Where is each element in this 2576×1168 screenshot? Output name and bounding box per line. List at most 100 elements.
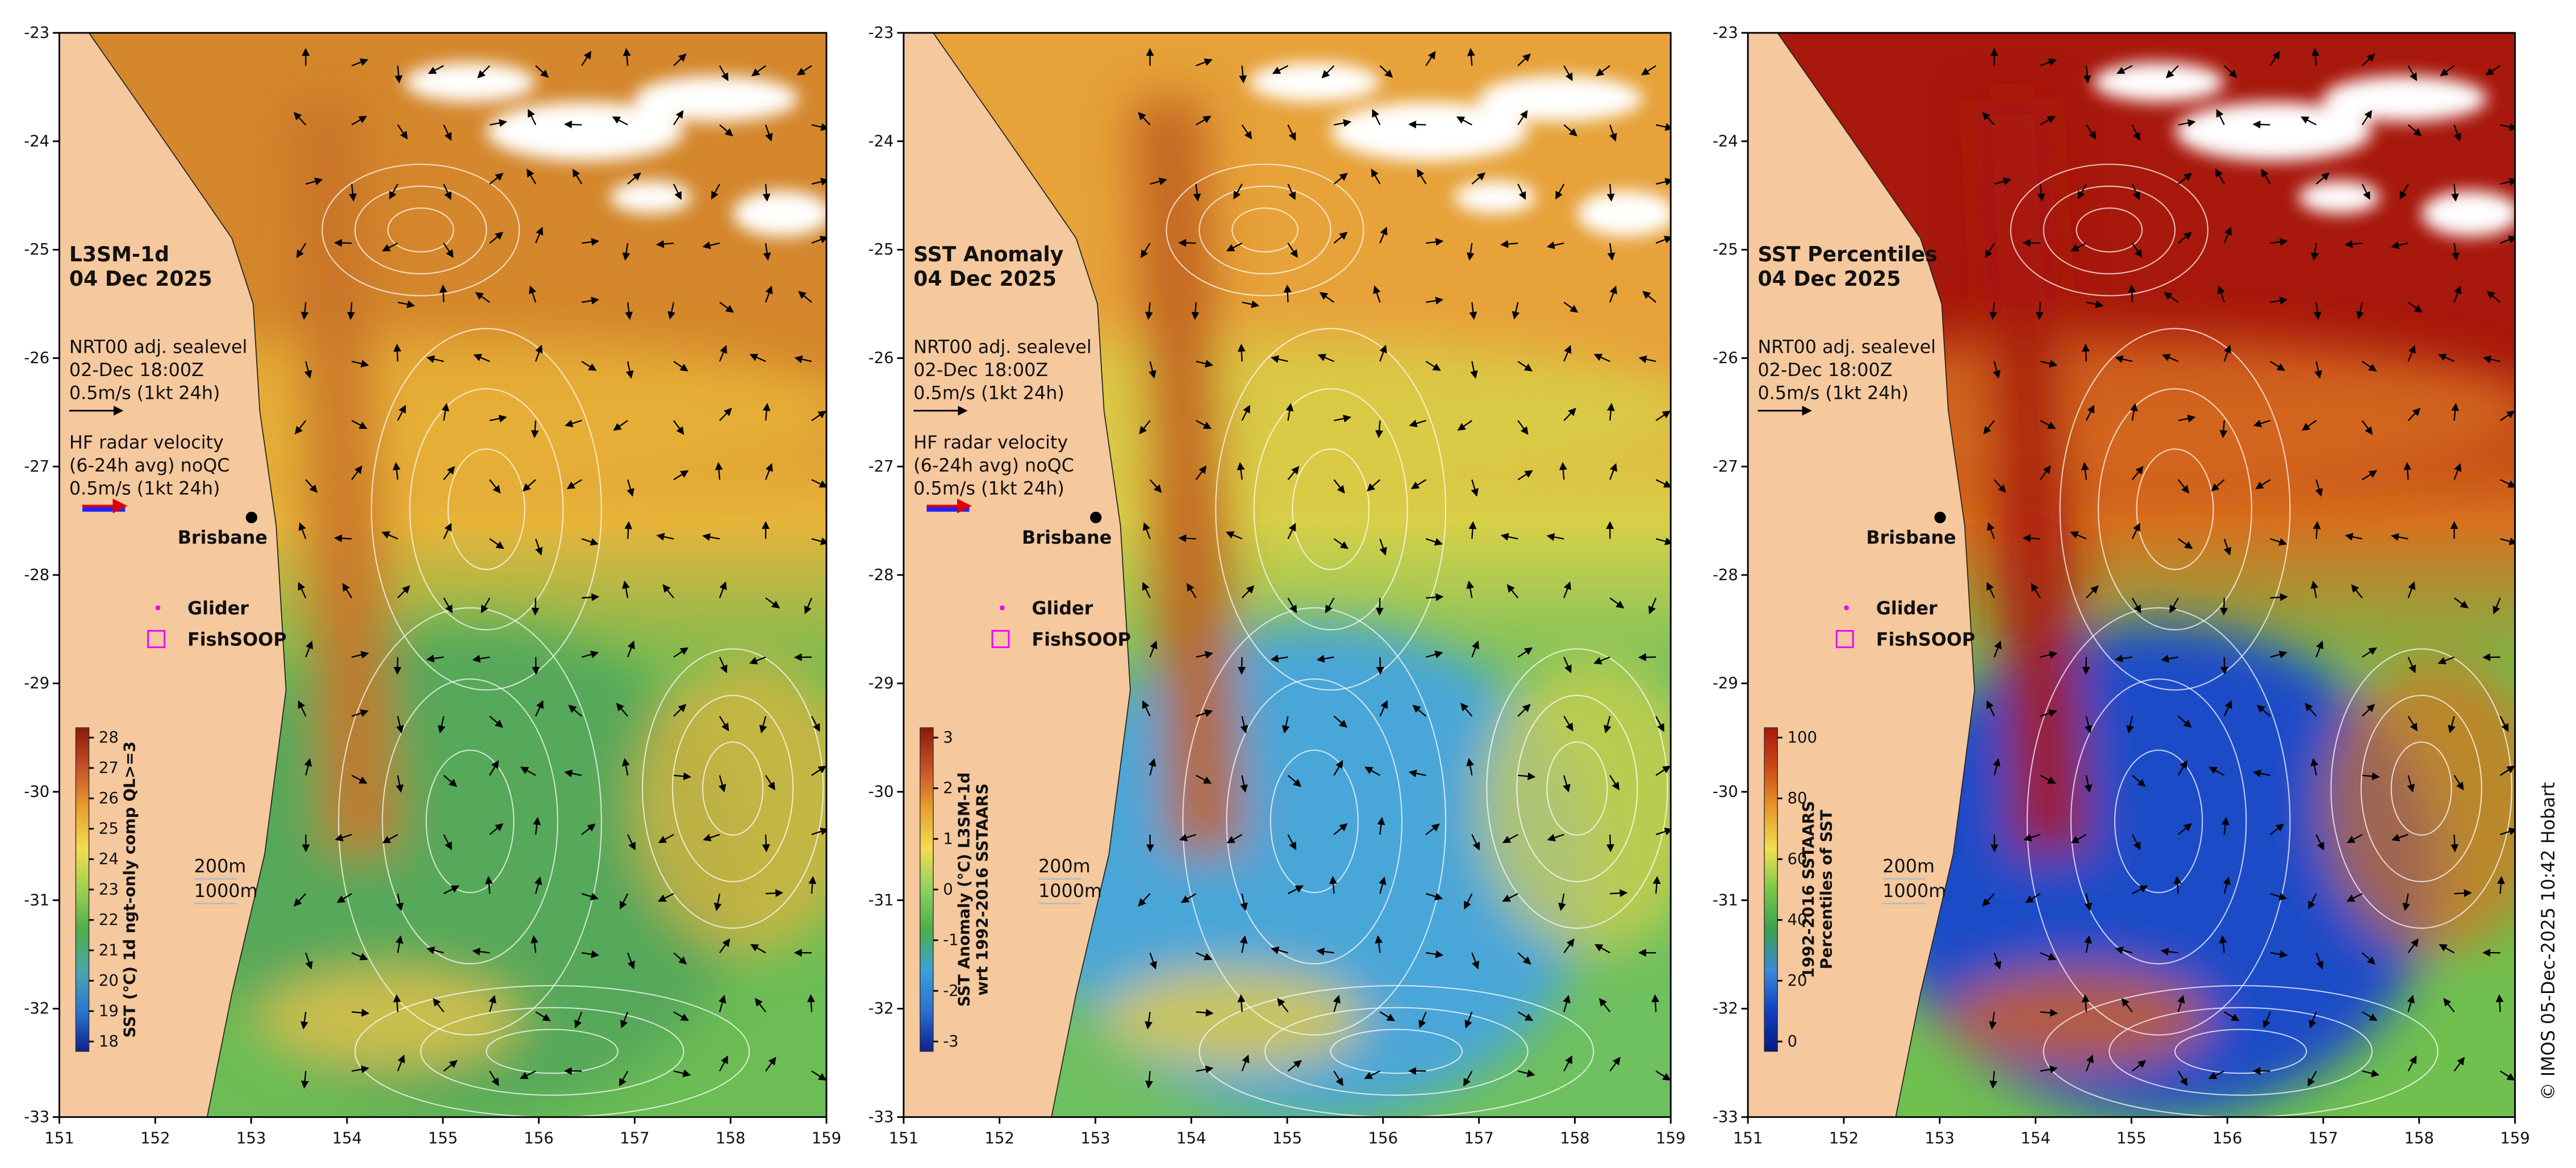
coastal-current: [1974, 97, 2088, 856]
y-tick-label: -31: [869, 891, 894, 909]
velocity-arrow: [293, 893, 307, 907]
velocity-arrow: [1287, 885, 1304, 895]
velocity-arrow: [1364, 1070, 1380, 1079]
velocity-arrow: [581, 297, 599, 305]
fishsoop-label: FishSOOP: [187, 629, 286, 650]
velocity-arrow: [2270, 593, 2288, 602]
velocity-arrow: [749, 353, 766, 362]
velocity-arrow: [2452, 243, 2460, 261]
velocity-arrow: [2084, 935, 2092, 953]
velocity-arrow: [763, 243, 771, 261]
velocity-arrow: [658, 893, 674, 902]
velocity-arrow: [719, 657, 728, 674]
velocity-arrow: [2450, 834, 2459, 853]
velocity-arrow: [1272, 65, 1289, 74]
velocity-arrow: [1418, 1011, 1427, 1029]
velocity-arrow: [581, 237, 600, 246]
velocity-arrow: [1240, 775, 1248, 793]
velocity-arrow: [1239, 65, 1247, 84]
velocity-arrow: [673, 183, 682, 200]
velocity-arrow: [1517, 110, 1528, 126]
velocity-arrow: [443, 124, 452, 141]
velocity-arrow: [1982, 893, 1995, 907]
velocity-arrow: [2178, 823, 2192, 835]
velocity-arrow: [1517, 470, 1533, 481]
ocean: [903, 32, 1671, 1117]
colorbar-tick-label: -1: [943, 932, 958, 949]
depth-legend: 1000m: [1038, 881, 1102, 902]
map-panel: 151 152 153 154 155 156 157 158 159 -23 -24 -25 -26 -…: [1713, 24, 2530, 1148]
velocity-arrow: [2344, 240, 2362, 248]
velocity-arrow: [2315, 479, 2323, 497]
velocity-arrow: [622, 243, 631, 261]
streamline: [354, 985, 750, 1117]
velocity-arrow: [581, 593, 600, 602]
velocity-arrow: [294, 420, 307, 435]
velocity-arrow: [1333, 715, 1348, 728]
velocity-arrow: [673, 772, 692, 781]
velocity-arrow: [2255, 479, 2271, 489]
velocity-arrow: [2262, 1011, 2271, 1029]
y-tick-label: -33: [1713, 1108, 1738, 1126]
streamline: [425, 749, 515, 894]
y-tick-label: -31: [1713, 891, 1738, 909]
velocity-arrow: [565, 419, 582, 428]
velocity-arrow: [719, 716, 729, 732]
velocity-arrow: [489, 415, 507, 423]
velocity-arrow: [2161, 654, 2178, 663]
velocity-arrow: [2039, 465, 2051, 481]
velocity-arrow: [811, 765, 826, 776]
colorbar-tick-label: 3: [943, 729, 953, 746]
velocity-arrow: [351, 360, 369, 368]
velocity-arrow: [1281, 716, 1290, 734]
velocity-arrow: [581, 892, 599, 900]
velocity-arrow: [2453, 1057, 2465, 1072]
eddy-east: [1478, 657, 1671, 953]
velocity-arrow: [426, 946, 444, 954]
velocity-arrow: [2361, 703, 2375, 717]
velocity-arrow: [535, 344, 543, 362]
velocity-arrow: [481, 598, 491, 614]
velocity-arrow: [1417, 169, 1427, 185]
velocity-arrow: [393, 994, 401, 1012]
velocity-arrow: [2361, 183, 2370, 200]
velocity-arrow: [1655, 1070, 1671, 1081]
velocity-arrow: [2070, 531, 2087, 540]
velocity-arrow: [719, 124, 733, 137]
y-tick-label: -25: [24, 241, 49, 258]
velocity-arrow: [1502, 833, 1518, 843]
velocity-arrow: [1517, 1011, 1534, 1021]
velocity-arrow: [719, 581, 727, 598]
current-edge: [256, 969, 520, 1068]
velocity-arrow: [762, 403, 771, 421]
velocity-arrow: [351, 774, 368, 784]
velocity-arrow: [489, 119, 507, 127]
cloud: [2298, 181, 2381, 214]
velocity-arrow: [1329, 875, 1338, 894]
velocity-arrow: [1993, 952, 2002, 970]
velocity-arrow: [1983, 420, 1995, 435]
velocity-arrow: [1468, 521, 1477, 539]
velocity-arrow: [2499, 765, 2515, 776]
velocity-arrow: [2178, 715, 2192, 728]
y-tick-label: -28: [869, 566, 894, 584]
velocity-arrow: [2131, 834, 2141, 850]
velocity-arrow: [2223, 876, 2231, 894]
velocity-arrow: [2311, 243, 2319, 261]
velocity-arrow: [2085, 404, 2095, 421]
streamline: [2076, 207, 2143, 253]
velocity-arrow: [1287, 597, 1297, 614]
velocity-arrow: [1606, 183, 1615, 202]
velocity-arrow: [1655, 178, 1671, 186]
velocity-arrow: [1989, 1012, 1997, 1030]
velocity-arrow: [2224, 1011, 2240, 1021]
velocity-arrow: [2302, 420, 2317, 431]
x-tick-label: 158: [2404, 1130, 2434, 1148]
x-tick-label: 154: [332, 1130, 362, 1148]
velocity-arrow: [351, 709, 369, 717]
velocity-arrow: [2362, 1011, 2378, 1021]
velocity-arrow: [1469, 302, 1477, 320]
y-tick-label: -25: [869, 241, 894, 258]
streamline: [322, 164, 520, 297]
velocity-arrow: [485, 875, 493, 894]
